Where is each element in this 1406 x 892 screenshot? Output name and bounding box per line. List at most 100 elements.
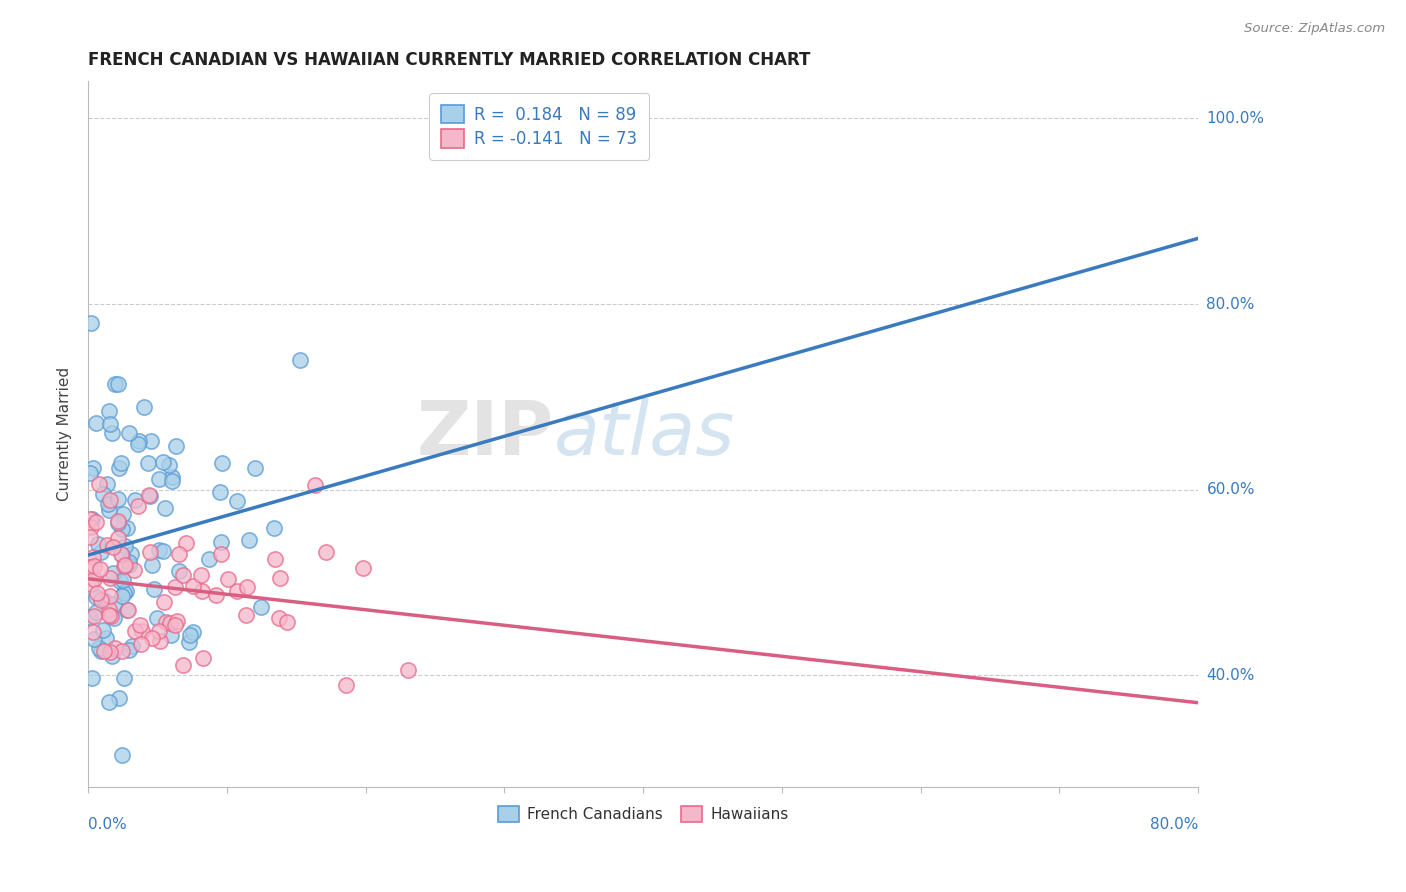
Point: [91, 487, 114, 501]
Point: [110, 456, 132, 470]
Point: [225, 583, 247, 598]
Point: [127, 436, 149, 450]
Point: [208, 485, 231, 500]
Point: [93, 644, 115, 658]
Point: [131, 624, 153, 638]
Point: [209, 547, 232, 561]
Point: [104, 376, 127, 391]
Point: [86, 585, 108, 599]
Point: [160, 475, 183, 489]
Point: [98, 417, 121, 432]
Point: [235, 580, 257, 594]
Point: [79, 610, 101, 624]
Point: [104, 640, 127, 655]
Point: [89, 640, 111, 655]
Point: [149, 634, 172, 648]
Point: [83, 609, 105, 624]
Point: [129, 637, 152, 651]
Point: [243, 460, 266, 475]
Point: [97, 497, 120, 511]
Point: [263, 552, 285, 566]
Point: [181, 578, 204, 592]
Point: [79, 520, 101, 534]
Text: 60.0%: 60.0%: [1206, 483, 1256, 498]
Point: [84, 590, 107, 604]
Point: [115, 521, 138, 535]
Point: [84, 605, 107, 619]
Point: [136, 457, 159, 471]
Point: [98, 571, 121, 585]
Point: [166, 615, 188, 629]
Point: [103, 597, 125, 611]
Point: [205, 588, 228, 602]
Point: [90, 545, 112, 559]
Point: [83, 632, 105, 646]
Point: [79, 512, 101, 526]
Point: [138, 489, 160, 503]
Point: [124, 493, 146, 508]
Point: [87, 537, 110, 551]
Point: [79, 466, 101, 480]
Point: [160, 470, 183, 484]
Point: [396, 663, 419, 677]
Point: [152, 455, 174, 469]
Point: [139, 545, 162, 559]
Text: 80.0%: 80.0%: [1150, 817, 1198, 832]
Point: [90, 643, 112, 657]
Point: [167, 547, 190, 561]
Point: [288, 352, 311, 367]
Point: [138, 488, 160, 502]
Point: [107, 514, 129, 528]
Point: [132, 400, 155, 414]
Point: [148, 473, 170, 487]
Point: [82, 625, 104, 640]
Point: [91, 623, 114, 637]
Text: Source: ZipAtlas.com: Source: ZipAtlas.com: [1244, 22, 1385, 36]
Legend: French Canadians, Hawaiians: French Canadians, Hawaiians: [492, 800, 794, 829]
Point: [83, 572, 105, 586]
Point: [112, 559, 135, 574]
Point: [269, 571, 291, 585]
Point: [118, 555, 141, 569]
Point: [167, 565, 190, 579]
Point: [110, 547, 132, 561]
Point: [111, 643, 134, 657]
Point: [159, 615, 181, 630]
Point: [111, 573, 134, 587]
Point: [111, 549, 134, 563]
Point: [352, 561, 374, 575]
Point: [94, 594, 117, 608]
Point: [152, 544, 174, 558]
Point: [107, 376, 129, 391]
Point: [100, 589, 122, 603]
Point: [225, 494, 247, 508]
Point: [112, 585, 135, 599]
Point: [172, 657, 194, 672]
Point: [118, 426, 141, 441]
Text: 80.0%: 80.0%: [1206, 297, 1254, 311]
Point: [108, 691, 131, 706]
Point: [145, 611, 167, 625]
Point: [121, 639, 143, 653]
Point: [141, 434, 163, 448]
Point: [120, 548, 142, 562]
Point: [238, 533, 260, 548]
Point: [107, 491, 129, 506]
Text: 100.0%: 100.0%: [1206, 111, 1264, 126]
Text: 0.0%: 0.0%: [89, 817, 127, 832]
Point: [122, 563, 145, 577]
Point: [107, 531, 129, 545]
Point: [114, 584, 136, 599]
Point: [141, 631, 163, 645]
Point: [96, 476, 118, 491]
Point: [84, 516, 107, 530]
Point: [165, 618, 187, 632]
Point: [157, 458, 180, 472]
Point: [97, 602, 120, 616]
Point: [101, 541, 124, 555]
Point: [160, 627, 183, 641]
Point: [166, 439, 188, 453]
Point: [79, 560, 101, 574]
Point: [82, 460, 104, 475]
Point: [315, 545, 337, 559]
